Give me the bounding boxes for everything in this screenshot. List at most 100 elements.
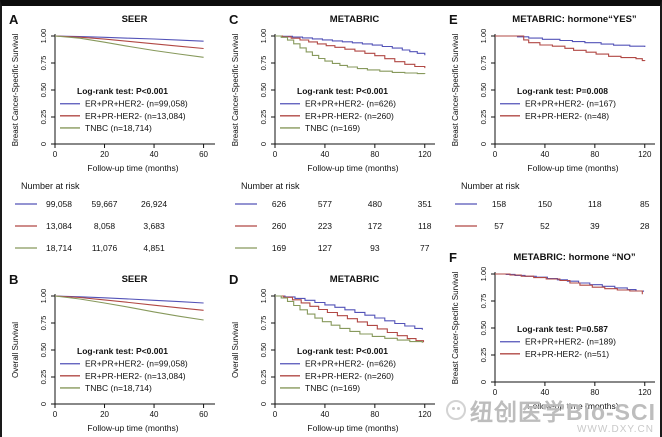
y-tick-label: 0 [479,380,488,384]
risk-count: 13,084 [46,221,72,231]
x-axis-label: Follow-up time (months) [527,163,618,173]
x-tick-label: 80 [590,388,599,397]
x-tick-label: 40 [150,410,159,419]
km-plot: 0 0.25 0.50 0.75 1.00 Breast Cancer-Specific … [451,267,655,411]
risk-count: 28 [640,221,650,231]
survival-curve [54,35,204,58]
x-tick-label: 40 [320,150,329,159]
survival-curve [54,295,204,321]
risk-count: 127 [318,243,332,253]
logrank-text: Log-rank test: P<0.001 [297,346,388,356]
y-tick-label: 0.75 [39,316,48,331]
x-tick-label: 120 [418,150,432,159]
risk-count: 4,851 [143,243,165,253]
risk-count: 260 [272,221,286,231]
y-tick-label: 0.75 [39,56,48,71]
risk-count: 11,076 [92,243,118,253]
risk-count: 39 [590,221,600,231]
y-tick-label: 0.50 [259,83,268,98]
risk-count: 172 [368,221,382,231]
x-tick-label: 20 [100,150,109,159]
risk-count: 118 [588,199,602,209]
panel-letter: E [449,12,458,27]
panel-letter: D [229,272,239,287]
y-tick-label: 0.25 [39,110,48,125]
y-tick-label: 0.50 [39,83,48,98]
risk-table-values: 158 150 118 85 57 52 39 28 [455,199,650,231]
risk-table-label: Number at risk [461,181,520,191]
x-tick-label: 0 [273,150,278,159]
km-plot: 0 0.25 0.50 0.75 1.00 Breast Cancer-Specific … [231,29,435,173]
y-tick-label: 0.25 [39,370,48,385]
x-tick-label: 120 [638,388,652,397]
survival-curve [275,35,426,75]
survival-curve [275,295,423,343]
panel-grid: A SEER 0 0.25 0.50 0.75 1.00 Breast Cancer-Spec… [2,6,660,437]
y-tick-label: 1.00 [39,289,48,304]
risk-table-seer: Number at risk 99,058 59,667 26,924 13,084 8… [7,181,220,270]
x-tick-label: 40 [540,150,549,159]
y-tick-label: 0.25 [259,370,268,385]
logrank-text: Log-rank test: P=0.587 [517,324,608,334]
y-tick-label: 0.50 [39,343,48,358]
risk-count: 577 [318,199,332,209]
risk-count: 59,667 [92,199,118,209]
risk-count: 223 [318,221,332,231]
legend-label: ER+PR-HER2- (n=48) [525,111,609,121]
y-axis-label: Breast Cancer-Specific Survival [451,34,460,147]
x-tick-label: 80 [370,150,379,159]
legend-label: TNBC (n=18,714) [85,383,152,393]
y-tick-label: 0 [259,142,268,146]
legend-label: ER+PR-HER2- (n=13,084) [85,371,186,381]
km-plot: 0 0.25 0.50 0.75 1.00 Breast Cancer-Specific … [451,29,655,173]
panel-title: METABRIC [329,14,380,25]
x-tick-label: 120 [638,150,652,159]
x-tick-label: 0 [493,150,498,159]
risk-count: 118 [418,221,432,231]
x-tick-label: 0 [493,388,498,397]
y-tick-label: 0.50 [479,321,488,336]
logrank-text: Log-rank test: P<0.001 [77,86,168,96]
survival-curve [495,35,646,62]
logrank-text: Log-rank test: P=0.008 [517,86,608,96]
column-seer: A SEER 0 0.25 0.50 0.75 1.00 Breast Cancer-Spec… [7,12,220,437]
panel-F: F METABRIC: hormone “NO” 0 0.25 0.50 0.75 1.00… [447,250,660,417]
panel-title: SEER [121,274,148,285]
panel-title: METABRIC: hormone “NO” [513,252,636,263]
risk-count: 351 [418,199,432,209]
panel-letter: A [9,12,19,27]
y-axis-label: Breast Cancer-Specific Survival [451,272,460,385]
risk-count: 3,683 [143,221,165,231]
survival-curve [275,295,425,343]
y-tick-label: 0.50 [479,83,488,98]
legend-label: TNBC (n=18,714) [85,123,152,133]
y-tick-label: 0.25 [479,348,488,363]
risk-count: 158 [492,199,506,209]
y-tick-label: 0.75 [259,316,268,331]
survival-curve [275,295,423,330]
y-axis-label: Breast Cancer-Specific Survival [231,34,240,147]
risk-count: 77 [420,243,430,253]
legend-label: ER+PR+HER2- (n=626) [305,99,396,109]
y-tick-label: 0 [259,402,268,406]
y-tick-label: 0.75 [479,56,488,71]
risk-table-metabric: Number at risk 626 577 480 351 260 223 172 118 1… [227,181,440,270]
survival-curve [495,273,645,292]
survival-curve [54,35,204,42]
legend-label: ER+PR-HER2- (n=260) [305,111,394,121]
risk-table-values: 99,058 59,667 26,924 13,084 8,058 3,683 18,714… [15,199,167,253]
risk-count: 85 [640,199,650,209]
y-tick-label: 0.75 [479,294,488,309]
panel-title: METABRIC: hormone“YES” [512,14,637,25]
km-plot: 0 0.25 0.50 0.75 1.00 Overall Survival 0 20 40 60… [11,289,215,433]
survival-curve [54,295,204,304]
panel-letter: B [9,272,19,287]
risk-count: 480 [368,199,382,209]
x-tick-label: 80 [370,410,379,419]
legend-label: ER+PR+HER2- (n=189) [525,337,616,347]
legend-label: ER+PR+HER2- (n=99,058) [85,359,188,369]
y-axis-label: Breast Cancer-Specific Survival [11,34,20,147]
x-tick-label: 120 [418,410,432,419]
km-plot: 0 0.25 0.50 0.75 1.00 Overall Survival 0 40 80 12… [231,289,435,433]
y-tick-label: 1.00 [479,267,488,282]
